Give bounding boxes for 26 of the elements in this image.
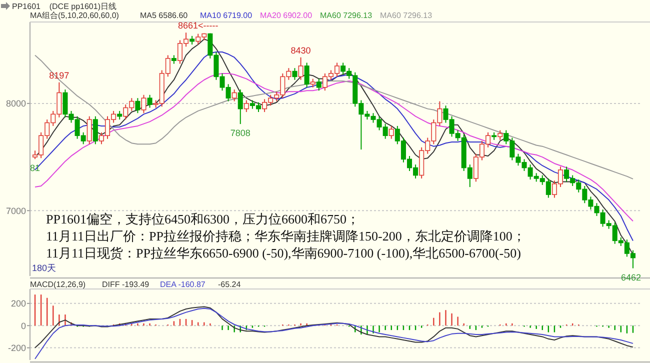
annotation: 11月11日出厂价：PP拉丝报价持稳；华东华南挂牌调降150-200，东北定价调降100；	[46, 228, 526, 244]
text: MA60 7296.13	[320, 10, 373, 20]
text: MA5 6586.60	[140, 10, 188, 20]
text: MA10 6719.00	[200, 10, 253, 20]
annotation: 7808	[230, 128, 250, 138]
text: MA60 7296.13	[380, 10, 433, 20]
y-tick-label: 0	[20, 320, 26, 331]
text: DEA -160.87	[160, 280, 206, 289]
annotation: 6462	[620, 272, 641, 282]
chart-title: PP1601 (DCE pp1601)日线	[12, 2, 116, 11]
annotation: 8197	[49, 70, 70, 80]
legend-title: MA组合(5,10,20,60,60,0)	[30, 10, 120, 20]
y-tick-label: 200	[10, 298, 26, 309]
annotation: 180天	[32, 263, 56, 273]
chart-title: MACD(12,26,9)	[30, 280, 86, 289]
y-tick-label: 8000	[6, 98, 26, 109]
text: -65.24	[218, 280, 242, 289]
annotation: 8661<-----	[178, 20, 218, 31]
y-tick-label: 7000	[6, 206, 26, 216]
y-tick-label: -200	[8, 342, 26, 353]
text: DIFF -193.49	[102, 280, 150, 289]
annotation: 81	[30, 163, 40, 174]
annotation: PP1601偏空，支持位6450和6300，压力位6600和6750；	[46, 212, 360, 227]
annotation: 11月11日现货：PP拉丝华东6650-6900 (-50),华南6900-7100 (-100),华北6500-6700(-50)	[46, 246, 521, 261]
annotation: 8430	[290, 45, 311, 56]
text: MA20 6902.00	[260, 10, 313, 20]
